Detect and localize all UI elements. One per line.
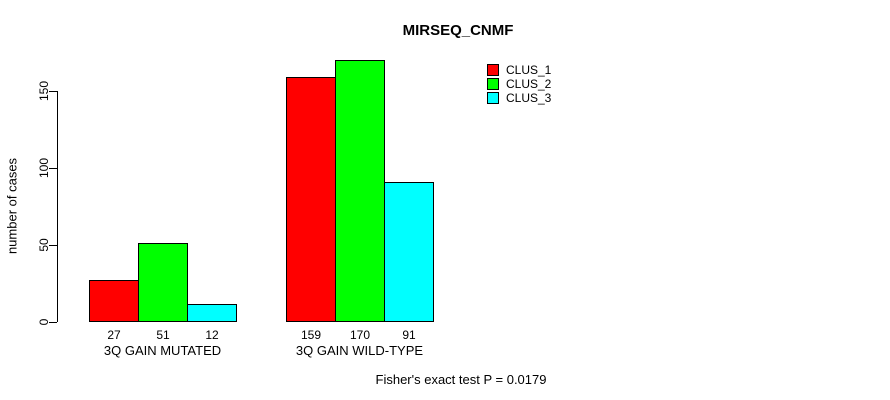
legend-swatch (487, 64, 499, 76)
legend-swatch (487, 92, 499, 104)
y-tick-label: 0 (37, 318, 51, 326)
legend-item-clus_1: CLUS_1 (487, 63, 551, 77)
y-tick-mark (49, 168, 57, 169)
y-tick-label: 150 (37, 80, 51, 102)
bar-clus_3 (187, 304, 237, 322)
legend-label: CLUS_3 (506, 91, 552, 105)
y-axis-title: number of cases (4, 157, 20, 255)
bar-value-label: 170 (349, 328, 371, 342)
bar-clus_1 (286, 77, 336, 322)
annotation-text: Fisher's exact test P = 0.0179 (375, 372, 547, 387)
x-category-label: 3Q GAIN WILD-TYPE (295, 343, 424, 358)
bar-clus_2 (335, 60, 385, 322)
legend-item-clus_3: CLUS_3 (487, 91, 551, 105)
bar-value-label: 51 (156, 328, 170, 342)
bar-clus_3 (384, 182, 434, 322)
bar-value-label: 159 (300, 328, 322, 342)
legend-label: CLUS_1 (506, 63, 552, 77)
legend-swatch (487, 78, 499, 90)
legend: CLUS_1 CLUS_2 CLUS_3 (487, 63, 551, 105)
y-axis-line (57, 91, 58, 322)
y-tick-label: 100 (37, 157, 51, 179)
x-category-label: 3Q GAIN MUTATED (103, 343, 222, 358)
bar-value-label: 91 (402, 328, 416, 342)
y-tick-mark (49, 245, 57, 246)
y-tick-mark (49, 91, 57, 92)
legend-item-clus_2: CLUS_2 (487, 77, 551, 91)
legend-label: CLUS_2 (506, 77, 552, 91)
bar-clus_1 (89, 280, 139, 322)
bar-value-label: 12 (205, 328, 219, 342)
bar-clus_2 (138, 243, 188, 322)
y-tick-label: 50 (37, 238, 51, 252)
y-tick-mark (49, 322, 57, 323)
bar-value-label: 27 (107, 328, 121, 342)
chart-title: MIRSEQ_CNMF (402, 22, 514, 39)
